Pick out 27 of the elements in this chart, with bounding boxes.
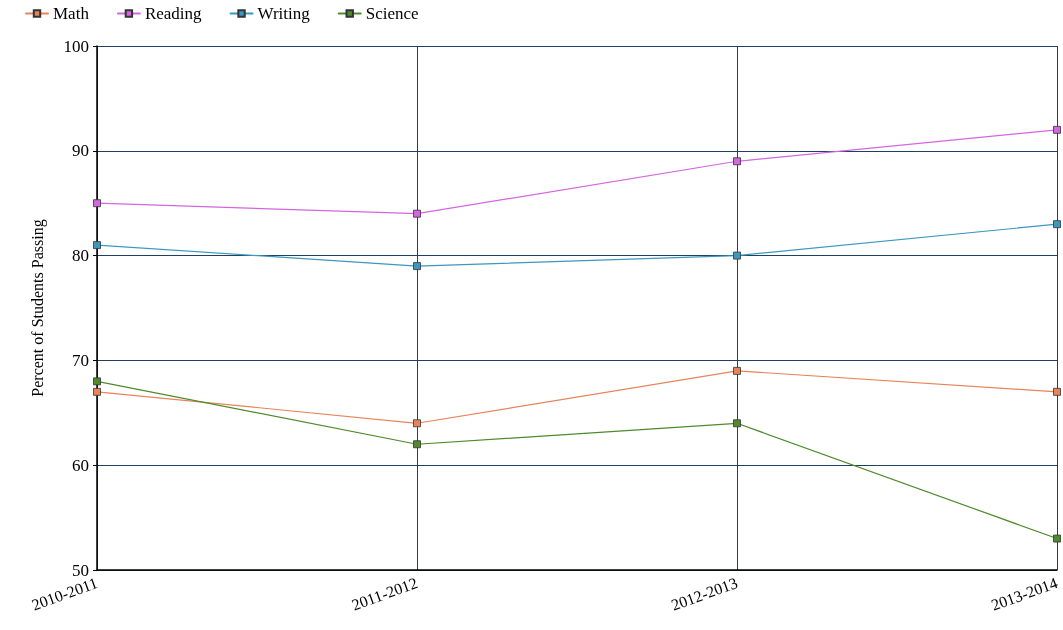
legend-label: Math [53, 4, 90, 23]
point [1053, 125, 1061, 134]
point [1053, 220, 1061, 229]
y-tick-label: 90 [72, 141, 89, 161]
point [413, 262, 421, 270]
legend-label: Writing [257, 4, 311, 23]
y-tick-label: 100 [63, 36, 89, 56]
y-tick-label: 50 [72, 560, 89, 580]
point [733, 251, 741, 260]
point [413, 419, 421, 428]
point [1053, 534, 1061, 543]
point [93, 199, 101, 208]
y-tick-label: 70 [72, 350, 89, 370]
point [93, 241, 101, 250]
y-tick-label: 80 [72, 246, 89, 266]
point [1053, 387, 1061, 396]
y-axis-title: Percent of Students Passing [28, 219, 47, 397]
point [413, 440, 421, 449]
point [733, 419, 741, 428]
legend-label: Reading [144, 4, 203, 23]
legend-label: Science [365, 4, 419, 23]
point [93, 387, 101, 396]
point [733, 366, 741, 375]
y-tick-label: 60 [72, 455, 89, 475]
point [733, 157, 741, 166]
point [413, 209, 421, 218]
point [93, 377, 101, 386]
